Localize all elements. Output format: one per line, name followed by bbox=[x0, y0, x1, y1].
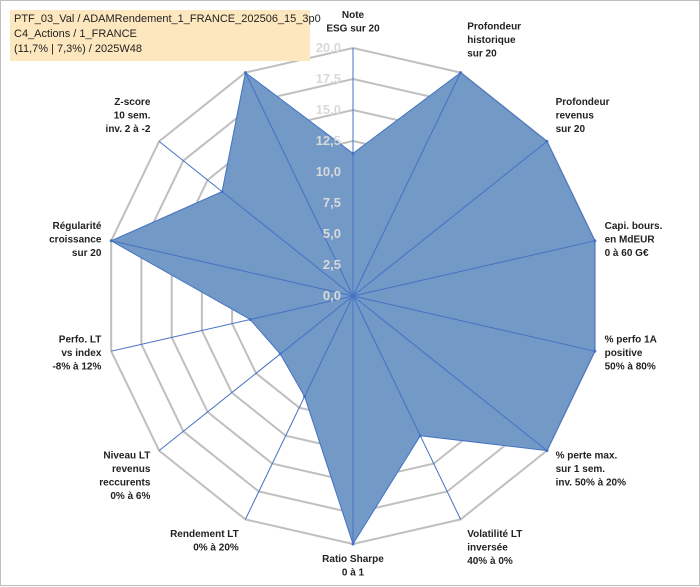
axis-label-line: inv. 2 à -2 bbox=[106, 124, 151, 135]
axis-spoke bbox=[111, 240, 354, 297]
axis-label-line: Niveau LT bbox=[103, 450, 150, 461]
title-line-1: PTF_03_Val / ADAMRendement_1_FRANCE_2025… bbox=[14, 13, 321, 25]
axis-label-line: Rendement LT bbox=[170, 529, 239, 540]
axis-label-line: sur 20 bbox=[467, 49, 497, 60]
axis-label-line: 0 à 1 bbox=[342, 568, 365, 579]
axis-label-line: Régularité bbox=[52, 221, 101, 232]
axis-label-line: revenus bbox=[112, 464, 151, 475]
tick-label: 0,0 bbox=[323, 288, 341, 303]
axis-label-line: 40% à 0% bbox=[467, 556, 513, 567]
axis-label: Note ESG sur 20 bbox=[326, 10, 380, 35]
axis-spoke bbox=[158, 141, 354, 297]
axis-label-line: sur 20 bbox=[556, 124, 586, 135]
axis-label-line: 50% à 80% bbox=[605, 361, 656, 372]
axis-label-line: sur 1 sem. bbox=[556, 464, 606, 475]
axis-label: % perte max. sur 1 sem. inv. 50% à 20% bbox=[556, 450, 627, 488]
axis-label-line: 10 sem. bbox=[114, 111, 151, 122]
axis-spoke bbox=[352, 295, 548, 451]
axis-label-line: inv. 50% à 20% bbox=[556, 477, 627, 488]
axis-spoke bbox=[352, 295, 595, 352]
axis-label: Profondeur historique sur 20 bbox=[467, 22, 521, 60]
axis-spoke bbox=[352, 72, 462, 297]
axis-label-line: sur 20 bbox=[72, 248, 102, 259]
tick-label: 12,5 bbox=[316, 133, 341, 148]
axis-label: Z-score 10 sem. inv. 2 à -2 bbox=[106, 97, 151, 135]
axis-label-line: 0% à 20% bbox=[193, 542, 239, 553]
axis-label-line: historique bbox=[467, 35, 516, 46]
axis-label-line: -8% à 12% bbox=[52, 361, 101, 372]
axis-label: Régularité croissance sur 20 bbox=[49, 221, 102, 259]
axis-label-line: reccurents bbox=[99, 477, 151, 488]
tick-label: 5,0 bbox=[323, 226, 341, 241]
axis-spoke bbox=[352, 240, 595, 297]
axis-label-line: % perte max. bbox=[556, 450, 618, 461]
axis-label-line: revenus bbox=[556, 111, 595, 122]
chart-title: PTF_03_Val / ADAMRendement_1_FRANCE_2025… bbox=[10, 10, 321, 61]
axis-label-line: Ratio Sharpe bbox=[322, 554, 384, 565]
axis-label-line: Volatilité LT bbox=[467, 529, 522, 540]
axis-label-line: 0% à 6% bbox=[110, 491, 150, 502]
spoke-layer bbox=[111, 48, 595, 544]
axis-label-line: Perfo. LT bbox=[59, 334, 102, 345]
axis-label: Volatilité LT inversée 40% à 0% bbox=[467, 529, 522, 567]
axis-label-line: croissance bbox=[49, 235, 102, 246]
tick-label: 20,0 bbox=[316, 40, 341, 55]
axis-spoke bbox=[244, 295, 354, 520]
axis-label-line: 0 à 60 G€ bbox=[605, 248, 649, 259]
title-line-2: C4_Actions / 1_FRANCE bbox=[14, 28, 137, 40]
axis-label: Perfo. LT vs index -8% à 12% bbox=[52, 334, 101, 372]
axis-label: Profondeur revenus sur 20 bbox=[556, 97, 610, 135]
label-layer: Note ESG sur 20 Profondeur historique sur 20… bbox=[49, 10, 662, 579]
axis-spoke bbox=[158, 295, 354, 451]
axis-label-line: % perfo 1A bbox=[605, 334, 657, 345]
title-line-3: (11,7% | 7,3%) / 2025W48 bbox=[14, 43, 142, 55]
axis-label-line: positive bbox=[605, 348, 643, 359]
tick-layer: 0,0 2,5 5,0 7,5 10,0 12,5 15,0 17,5 20,0 bbox=[316, 40, 341, 303]
axis-label: Niveau LT revenus reccurents 0% à 6% bbox=[99, 450, 151, 502]
tick-label: 7,5 bbox=[323, 195, 341, 210]
axis-label-line: inversée bbox=[467, 542, 508, 553]
tick-label: 17,5 bbox=[316, 71, 341, 86]
axis-spoke bbox=[352, 141, 548, 297]
axis-label-line: Z-score bbox=[114, 97, 151, 108]
axis-label-line: Capi. bours. bbox=[605, 221, 663, 232]
axis-spoke bbox=[352, 295, 462, 520]
tick-label: 10,0 bbox=[316, 164, 341, 179]
axis-label-line: Profondeur bbox=[467, 22, 521, 33]
axis-label: Rendement LT 0% à 20% bbox=[170, 529, 239, 554]
axis-label-line: ESG sur 20 bbox=[326, 24, 380, 35]
axis-label: Ratio Sharpe 0 à 1 bbox=[322, 554, 384, 579]
axis-spoke bbox=[111, 295, 354, 352]
axis-label-line: vs index bbox=[61, 348, 101, 359]
axis-label-line: Note bbox=[342, 10, 365, 21]
tick-label: 15,0 bbox=[316, 102, 341, 117]
tick-label: 2,5 bbox=[323, 257, 341, 272]
axis-label-line: en MdEUR bbox=[605, 235, 656, 246]
axis-label: % perfo 1A positive 50% à 80% bbox=[605, 334, 657, 372]
axis-label: Capi. bours. en MdEUR 0 à 60 G€ bbox=[605, 221, 663, 259]
axis-label-line: Profondeur bbox=[556, 97, 610, 108]
axis-spoke bbox=[244, 72, 354, 297]
